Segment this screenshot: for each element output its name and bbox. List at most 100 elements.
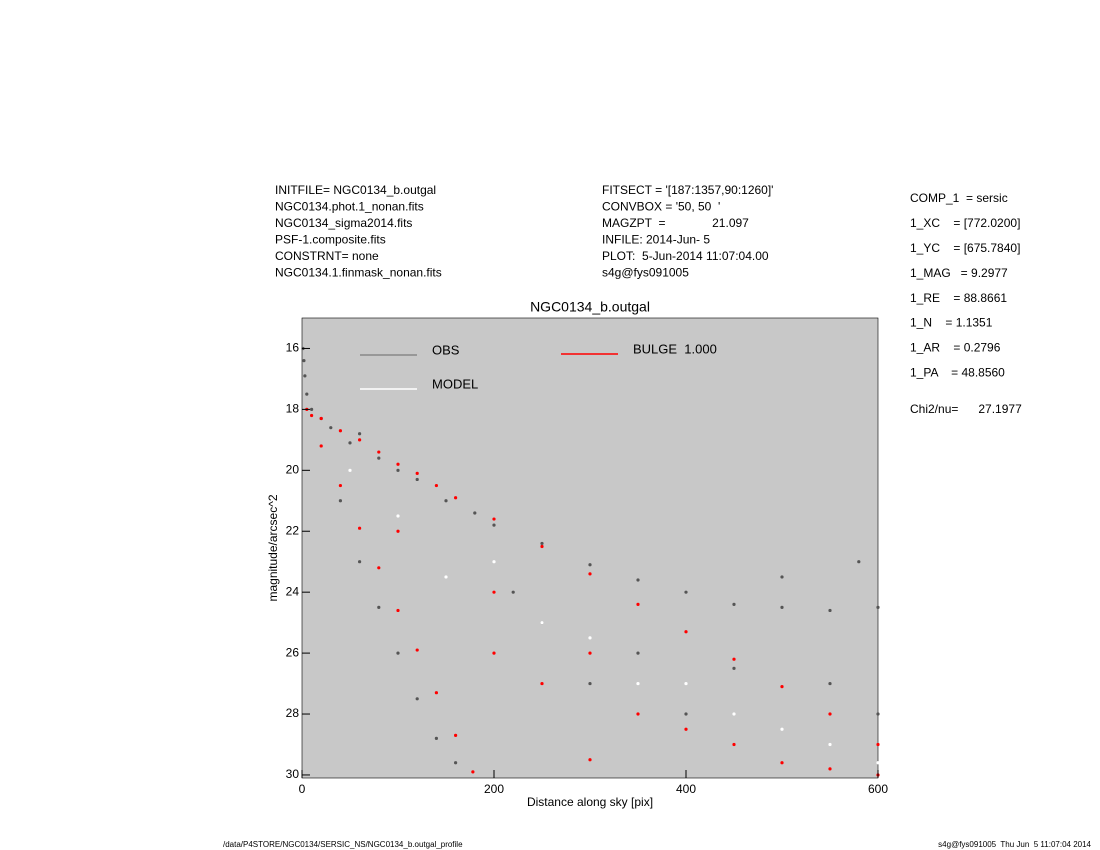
point [434, 736, 438, 740]
point [358, 438, 362, 442]
plot-area [301, 317, 879, 779]
point [338, 429, 342, 433]
chi2: Chi2/nu= 27.1977 [910, 402, 1022, 416]
header-line: NGC0134.phot.1_nonan.fits [275, 200, 424, 214]
point [732, 602, 736, 606]
point [492, 517, 496, 521]
point [492, 590, 496, 594]
point [780, 575, 784, 579]
y-tick-label: 26 [286, 645, 300, 659]
point [434, 483, 438, 488]
y-tick-label: 20 [286, 462, 300, 476]
point [684, 712, 688, 716]
parameter: 1_YC = [675.7840] [910, 241, 1020, 255]
point [444, 499, 448, 503]
point [588, 651, 592, 655]
point [684, 630, 688, 634]
point [732, 666, 736, 670]
point [511, 590, 515, 594]
point [396, 651, 400, 655]
point [302, 359, 306, 363]
point [358, 560, 362, 564]
point [636, 578, 640, 582]
point [338, 499, 342, 503]
point [540, 541, 544, 546]
point [636, 602, 640, 606]
header-line: CONVBOX = '50, 50 ' [602, 200, 720, 214]
point [319, 416, 323, 421]
y-axis-label: magnitude/arcsec^2 [266, 494, 280, 601]
point [492, 651, 496, 655]
point [780, 727, 784, 731]
point [358, 526, 362, 530]
point [828, 608, 832, 613]
point [434, 691, 438, 695]
point [310, 407, 314, 411]
point [780, 605, 784, 610]
x-tick-label: 400 [676, 782, 696, 796]
point [588, 681, 592, 686]
legend-label: OBS [432, 342, 460, 357]
point [492, 523, 496, 527]
x-tick-label: 600 [868, 782, 888, 796]
point [348, 441, 352, 445]
point [492, 560, 496, 564]
point [415, 697, 419, 701]
parameter: COMP_1 = sersic [910, 191, 1008, 205]
point [857, 560, 861, 564]
point [780, 761, 784, 765]
point [396, 462, 400, 466]
footer-stamp: s4g@fys091005 Thu Jun 5 11:07:04 2014 [938, 840, 1091, 849]
point [540, 544, 544, 549]
point [588, 563, 592, 567]
point [396, 468, 400, 472]
header-line: NGC0134.1.finmask_nonan.fits [275, 266, 442, 280]
point [303, 374, 307, 378]
point [684, 590, 688, 594]
chart-title: NGC0134_b.outgal [530, 299, 650, 315]
point [540, 621, 544, 625]
legend-label: BULGE 1.000 [633, 341, 717, 356]
point [415, 477, 419, 482]
header-line: INITFILE= NGC0134_b.outgal [275, 183, 436, 197]
y-tick-label: 28 [286, 706, 300, 720]
footer-path: /data/P4STORE/NGC0134/SERSIC_NS/NGC0134_… [223, 840, 463, 849]
point [319, 444, 323, 448]
point [454, 733, 458, 737]
point [828, 767, 832, 771]
parameter: 1_RE = 88.8661 [910, 291, 1007, 305]
point [377, 450, 381, 454]
header-line: FITSECT = '[187:1357,90:1260]' [602, 183, 773, 197]
point [358, 432, 362, 436]
header-line: CONSTRNT= none [275, 249, 379, 263]
header-line: s4g@fys091005 [602, 266, 689, 280]
x-tick-label: 200 [484, 782, 504, 796]
point [828, 712, 832, 716]
legend-label: MODEL [432, 376, 478, 391]
point [588, 758, 592, 762]
parameter: 1_AR = 0.2796 [910, 341, 1001, 355]
point [732, 657, 736, 661]
parameter: 1_PA = 48.8560 [910, 365, 1005, 379]
point [329, 426, 333, 430]
point [454, 496, 458, 500]
point [415, 648, 419, 652]
point [876, 605, 880, 610]
point [444, 575, 448, 579]
point [828, 742, 832, 747]
point [588, 636, 592, 640]
point [732, 712, 736, 716]
header-line: PSF-1.composite.fits [275, 233, 386, 247]
point [396, 529, 400, 533]
point [305, 392, 309, 396]
header-line: INFILE: 2014-Jun- 5 [602, 233, 710, 247]
point [471, 770, 475, 774]
point [377, 566, 381, 570]
point [338, 483, 342, 488]
point [828, 681, 832, 686]
point [636, 712, 640, 716]
point [636, 651, 640, 655]
point [377, 456, 381, 460]
point [684, 681, 688, 686]
